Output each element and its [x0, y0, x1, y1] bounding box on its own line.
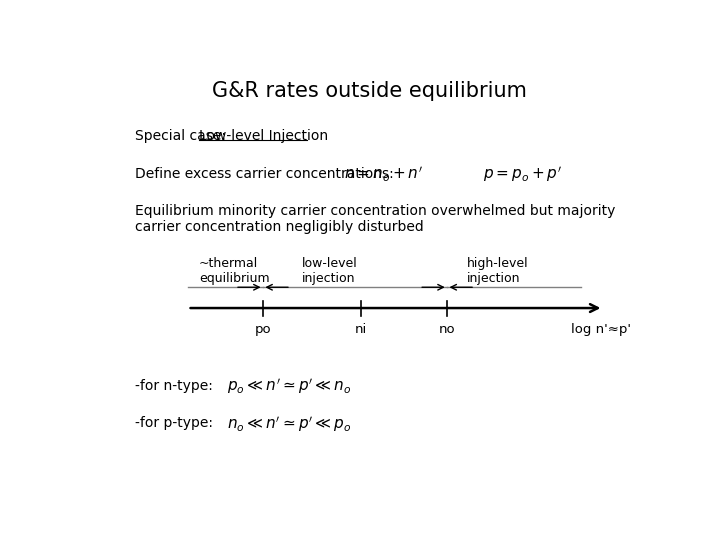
- Text: log n'≈p': log n'≈p': [570, 322, 631, 335]
- Text: Define excess carrier concentrations:: Define excess carrier concentrations:: [135, 167, 393, 181]
- Text: ni: ni: [354, 322, 366, 335]
- Text: $n_o \ll n' \simeq p' \ll p_o$: $n_o \ll n' \simeq p' \ll p_o$: [227, 414, 351, 434]
- Text: Special case:: Special case:: [135, 129, 230, 143]
- Text: $p_o \ll n' \simeq p' \ll n_o$: $p_o \ll n' \simeq p' \ll n_o$: [227, 377, 351, 396]
- Text: G&R rates outside equilibrium: G&R rates outside equilibrium: [212, 82, 526, 102]
- Text: low-level
injection: low-level injection: [302, 257, 358, 285]
- Text: no: no: [438, 322, 456, 335]
- Text: Low-level Injection: Low-level Injection: [199, 129, 328, 143]
- Text: Equilibrium minority carrier concentration overwhelmed but majority
carrier conc: Equilibrium minority carrier concentrati…: [135, 204, 615, 234]
- Text: -for p-type:: -for p-type:: [135, 416, 212, 430]
- Text: $n = n_o + n'$: $n = n_o + n'$: [344, 165, 423, 184]
- Text: high-level
injection: high-level injection: [467, 257, 528, 285]
- Text: $p = p_o + p'$: $p = p_o + p'$: [483, 165, 562, 184]
- Text: ~thermal
equilibrium: ~thermal equilibrium: [199, 257, 269, 285]
- Text: po: po: [255, 322, 271, 335]
- Text: -for n-type:: -for n-type:: [135, 379, 212, 393]
